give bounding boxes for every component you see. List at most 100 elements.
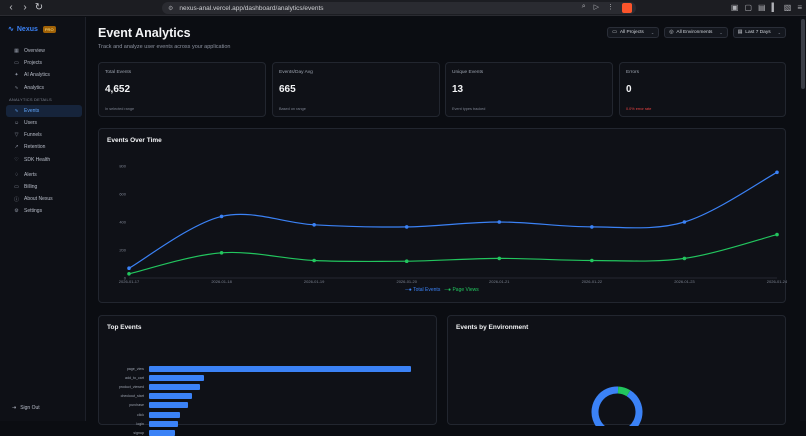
sidebar-item-ai-analytics[interactable]: ✦ AI Analytics xyxy=(6,69,82,81)
reload-icon[interactable]: ↻ xyxy=(34,2,44,13)
brave-shield-icon[interactable] xyxy=(622,3,632,13)
stat-note: Based on range xyxy=(279,107,306,111)
data-point[interactable] xyxy=(682,256,687,261)
grid-icon: ▦ xyxy=(14,48,19,55)
data-point[interactable] xyxy=(404,225,409,229)
project-select[interactable]: ▭ All Projects ⌄ xyxy=(607,27,660,38)
bar[interactable] xyxy=(149,366,411,372)
legend-item-total-events[interactable]: ─● Total Events xyxy=(405,287,441,293)
sidebar-item-analytics[interactable]: ∿ Analytics xyxy=(6,82,82,94)
main-content: Event Analytics Track and analyze user e… xyxy=(87,17,806,436)
data-point[interactable] xyxy=(312,258,316,263)
data-point[interactable] xyxy=(312,223,316,227)
folder-icon: ▭ xyxy=(14,60,19,67)
data-point[interactable] xyxy=(219,251,224,255)
bar[interactable] xyxy=(149,420,178,427)
bar[interactable] xyxy=(149,402,189,409)
bar-row: click xyxy=(99,411,438,418)
y-tick-label: 800 xyxy=(119,164,126,169)
project-select-value: All Projects xyxy=(619,30,644,35)
donut-slice[interactable] xyxy=(617,386,631,397)
data-point[interactable] xyxy=(497,220,502,224)
stat-card-errors: Errors 0 0.0% error rate xyxy=(619,62,786,117)
bar[interactable] xyxy=(149,393,193,400)
bar[interactable] xyxy=(149,429,176,436)
page-scrollbar[interactable] xyxy=(800,17,806,421)
sidebar-item-overview[interactable]: ▦ Overview xyxy=(6,45,82,57)
card-icon: ▭ xyxy=(14,183,19,190)
tab-icon[interactable]: ▤ xyxy=(758,3,766,12)
url-text: nexus-anal.vercel.app/dashboard/analytic… xyxy=(179,4,324,12)
data-point[interactable] xyxy=(127,272,131,276)
x-tick-label: 2026-01-18 xyxy=(211,279,232,284)
donut-slice[interactable] xyxy=(591,386,643,426)
globe-icon: ◎ xyxy=(669,30,674,35)
scrollbar-thumb[interactable] xyxy=(801,19,805,89)
stat-note: 0.0% error rate xyxy=(626,107,652,111)
sidebar-item-billing[interactable]: ▭ Billing xyxy=(6,181,82,193)
gear-icon: ⚙ xyxy=(14,208,19,215)
data-point[interactable] xyxy=(682,220,687,224)
info-icon: ⓘ xyxy=(13,196,19,203)
sidebar-item-label: Projects xyxy=(24,60,43,67)
site-info-icon[interactable]: ⚙ xyxy=(168,5,174,12)
stat-note: Event types tracked xyxy=(452,107,486,111)
sidebar-toggle-icon[interactable]: ▍ xyxy=(771,3,778,12)
vpn-icon[interactable]: ▧ xyxy=(783,3,792,12)
brand[interactable]: ∿ Nexus PRO xyxy=(8,25,56,33)
data-point[interactable] xyxy=(127,266,131,270)
y-tick-label: 200 xyxy=(119,248,126,253)
bar-label: purchase xyxy=(129,403,144,408)
sidebar-item-retention[interactable]: ↗ Retention xyxy=(6,141,82,153)
share-icon[interactable]: ▷ xyxy=(593,4,599,11)
signout-button[interactable]: ⇥ Sign Out xyxy=(12,405,40,411)
date-range-value: Last 7 Days xyxy=(745,30,771,35)
bar[interactable] xyxy=(149,375,205,382)
back-icon[interactable]: ‹ xyxy=(9,2,13,13)
legend-item-page-views[interactable]: ─● Page Views xyxy=(444,287,479,293)
data-point[interactable] xyxy=(590,225,594,229)
bar-label: page_view xyxy=(126,367,144,371)
page-title: Event Analytics xyxy=(98,26,191,40)
sidebar-item-projects[interactable]: ▭ Projects xyxy=(6,57,82,69)
page-subtitle: Track and analyze user events across you… xyxy=(98,44,231,50)
sparkle-icon: ✦ xyxy=(14,72,19,79)
sidebar-item-users[interactable]: ☺ Users xyxy=(6,117,82,129)
sidebar-item-settings[interactable]: ⚙ Settings xyxy=(6,205,82,217)
logo-icon: ∿ xyxy=(8,26,14,33)
data-point[interactable] xyxy=(219,214,224,219)
data-point[interactable] xyxy=(775,170,779,175)
filter-bar: ▭ All Projects ⌄ ◎ All Environments ⌄ ▤ … xyxy=(607,27,786,38)
date-range-select[interactable]: ▤ Last 7 Days ⌄ xyxy=(732,27,786,38)
environment-select[interactable]: ◎ All Environments ⌄ xyxy=(664,27,728,38)
browser-toolbar: ‹ › ↻ ⚙ nexus-anal.vercel.app/dashboard/… xyxy=(0,0,806,16)
wallet-icon[interactable]: ▢ xyxy=(744,3,753,12)
sidebar-item-alerts[interactable]: ♢ Alerts xyxy=(6,169,82,181)
sidebar-item-about[interactable]: ⓘ About Nexus xyxy=(6,193,82,205)
zoom-icon[interactable]: ⌕ xyxy=(581,3,586,10)
sidebar: ∿ Nexus PRO ▦ Overview ▭ Projects ✦ AI Anal… xyxy=(0,17,86,421)
bar-row: purchase xyxy=(99,402,438,409)
legend-label: Page Views xyxy=(452,287,479,293)
bar[interactable] xyxy=(149,384,201,391)
extension-icon[interactable]: ▣ xyxy=(730,3,739,12)
forward-icon[interactable]: › xyxy=(23,2,27,13)
signout-label: Sign Out xyxy=(20,405,40,411)
heart-icon: ♡ xyxy=(14,156,19,163)
sidebar-item-sdk-health[interactable]: ♡ SDK Health xyxy=(6,154,82,166)
address-bar[interactable]: ⚙ nexus-anal.vercel.app/dashboard/analyt… xyxy=(162,2,636,14)
chevron-down-icon: ⌄ xyxy=(719,30,723,35)
data-point[interactable] xyxy=(590,258,594,263)
series-line-0 xyxy=(128,171,778,269)
sidebar-item-funnels[interactable]: ▽ Funnels xyxy=(6,129,82,141)
bar-label: checkout_start xyxy=(120,394,144,399)
data-point[interactable] xyxy=(404,259,409,263)
menu-dots-icon[interactable]: ⋮ xyxy=(607,4,614,11)
data-point[interactable] xyxy=(775,232,779,237)
events-over-time-chart: 0 200 400 600 800 2026-01-17 2026-01-18 2026-01… xyxy=(119,164,787,285)
data-point[interactable] xyxy=(497,256,502,261)
bar-row: product_viewed xyxy=(99,384,438,391)
sidebar-item-events[interactable]: ∿ Events xyxy=(6,104,82,117)
bar[interactable] xyxy=(149,411,181,418)
brave-menu-icon[interactable]: ≡ xyxy=(797,3,802,12)
